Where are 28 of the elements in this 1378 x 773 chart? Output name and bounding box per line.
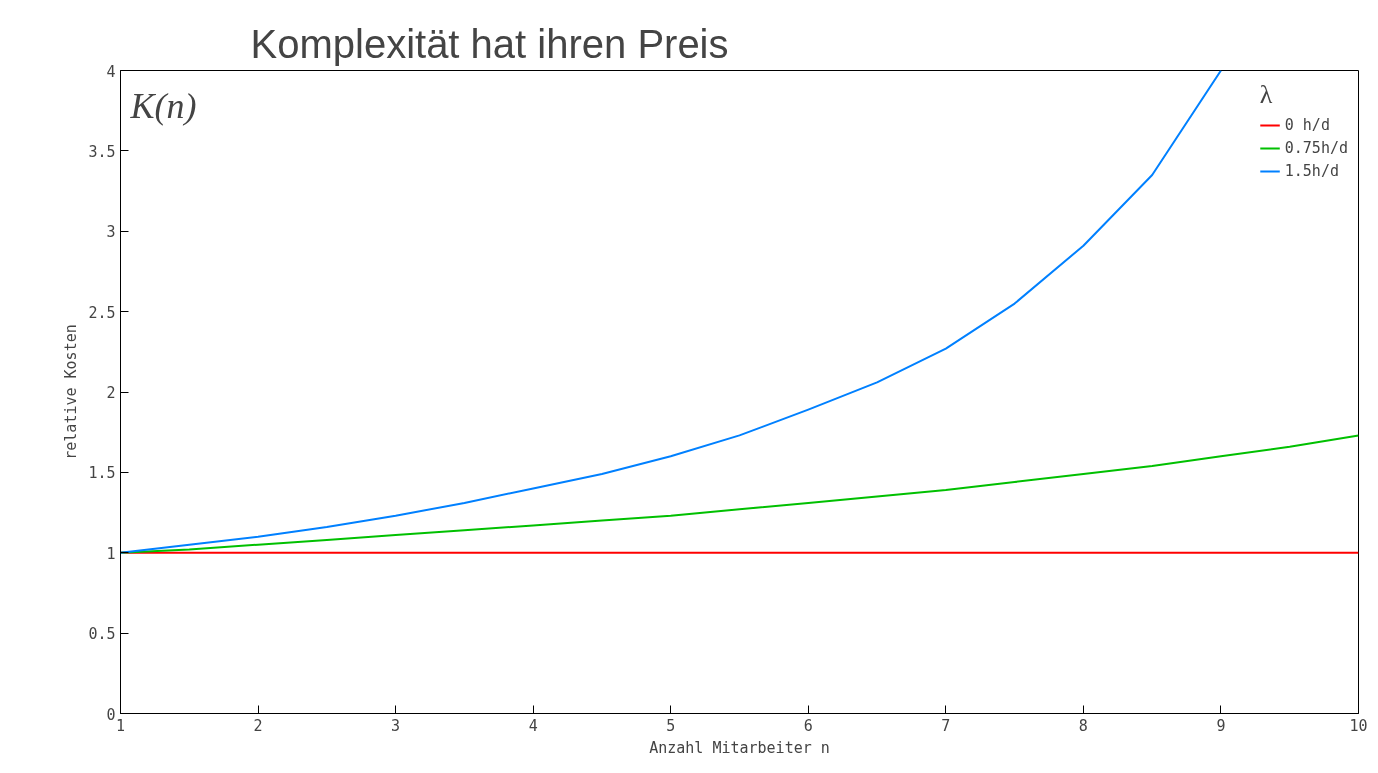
x-tick-label: 2 [253,716,263,735]
chart-title: Komplexität hat ihren Preis [250,21,729,66]
line-series [120,434,1359,554]
y-tick-label: 1.5 [88,464,116,483]
y-tick-label: 2 [106,384,116,402]
x-axis-title: Anzahl Mitarbeiter n [649,738,830,757]
y-tick-label: 3 [106,223,116,242]
legend-label: 1.5h/d [1284,162,1339,180]
y-tick-label: 3.5 [88,142,116,161]
y-tick-label: 2.5 [88,303,116,322]
x-tick-label: 3 [391,716,401,735]
y-tick-label: 4 [106,62,116,81]
x-tick-label: 7 [941,716,951,735]
legend-label: 0 h/d [1284,116,1330,134]
y-axis-title: relative Kosten [62,324,81,460]
x-tick-label: 6 [803,716,813,735]
legend-title: λ [1259,80,1274,110]
y-tick-label: 0.5 [88,625,116,644]
x-tick-label: 9 [1216,716,1226,735]
x-tick-label: 4 [528,716,538,735]
x-tick-label: 8 [1078,716,1088,735]
annotation: K(n) [129,85,197,126]
y-tick-label: 1 [106,544,116,563]
y-tick-label: 0 [106,705,116,724]
x-tick-label: 5 [666,716,676,735]
line-series [120,70,1222,554]
legend-label: 0.75h/d [1284,139,1348,157]
x-tick-label: 10 [1349,716,1368,735]
